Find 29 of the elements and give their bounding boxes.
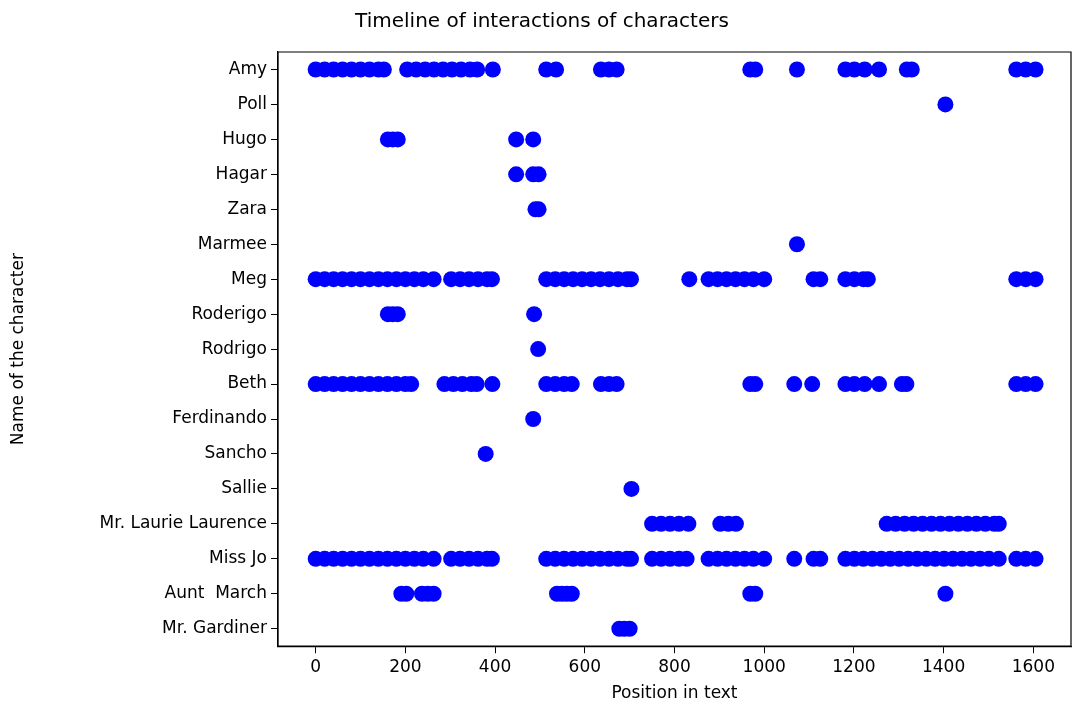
x-tick-label: 1400	[921, 655, 966, 676]
y-tick-label: Mr. Laurie Laurence	[99, 512, 267, 533]
y-tick-label: Poll	[237, 92, 267, 113]
x-tick-label: 1200	[832, 655, 876, 676]
x-tick-label: 400	[478, 655, 512, 676]
x-axis-title: Position in text	[611, 682, 738, 703]
y-tick-label: Sallie	[221, 477, 267, 498]
x-tick-label: 800	[658, 655, 691, 676]
y-tick-label: Rodrigo	[201, 337, 267, 358]
y-tick-label: Meg	[231, 267, 267, 288]
y-tick-label: Miss Jo	[209, 547, 267, 568]
y-tick-label: Amy	[228, 57, 267, 78]
x-tick-label: 1000	[742, 655, 786, 676]
x-tick-label: 1600	[1011, 655, 1055, 676]
y-tick-label: Ferdinando	[172, 407, 267, 428]
y-tick-label: Beth	[227, 372, 267, 393]
y-tick-label: Mr. Gardiner	[162, 617, 268, 638]
y-tick-label: Hagar	[215, 162, 267, 183]
y-tick-label: Zara	[227, 197, 267, 218]
chart-title: Timeline of interactions of characters	[354, 8, 729, 33]
x-tick-label: 600	[568, 655, 602, 676]
x-tick-label: 200	[389, 655, 422, 676]
y-tick-label: Aunt March	[164, 582, 267, 603]
y-tick-label: Marmee	[197, 232, 267, 253]
y-tick-label: Roderigo	[191, 302, 267, 323]
x-tick-label: 0	[310, 655, 322, 676]
y-tick-label: Sancho	[204, 442, 267, 463]
y-tick-label: Hugo	[222, 127, 267, 148]
y-axis-title: Name of the character	[6, 253, 27, 446]
